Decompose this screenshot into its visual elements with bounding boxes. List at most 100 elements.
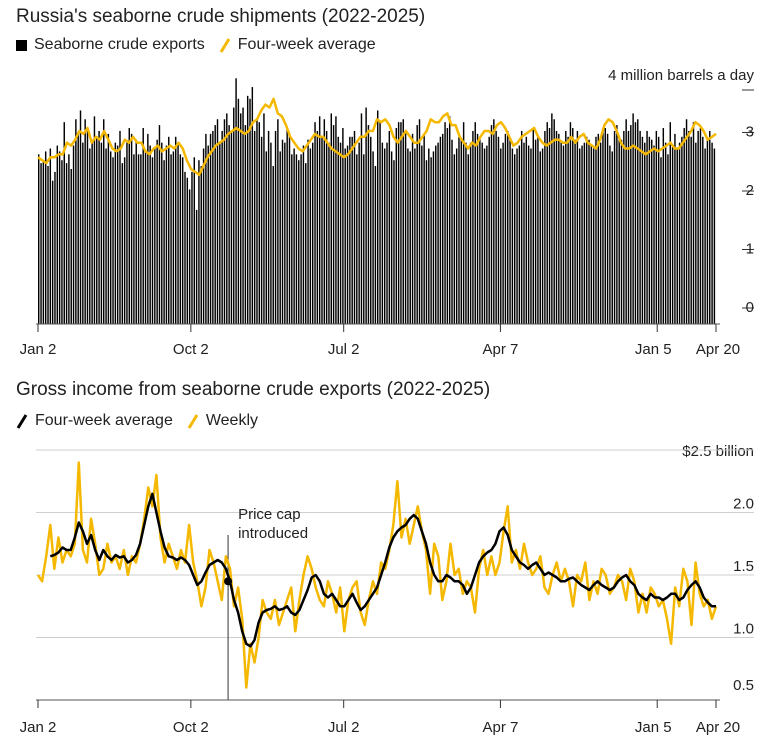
chart1-bar (544, 130, 546, 324)
chart1-bar (525, 136, 528, 324)
chart1-bar (253, 130, 256, 324)
chart1-bar (177, 142, 179, 324)
chart1-y-tick-label: 1 (746, 241, 754, 258)
chart1-bar (495, 130, 497, 324)
chart1-bar (311, 142, 314, 324)
chart1-bar (158, 125, 161, 324)
chart1-bar (632, 113, 634, 325)
chart1-bar (77, 133, 79, 325)
chart1-bar (295, 154, 298, 324)
chart1-bar (246, 95, 249, 324)
chart1-bar (309, 148, 312, 324)
chart1-bar (272, 166, 274, 324)
chart1-bar (641, 136, 644, 324)
chart1-bar (263, 113, 265, 325)
chart1-bar (657, 136, 660, 324)
chart1-bar (467, 154, 469, 324)
chart1-x-tick-label: Oct 2 (173, 341, 209, 358)
chart1-bar (116, 145, 119, 324)
chart1-bar (265, 151, 267, 324)
chart1-bar (574, 139, 576, 324)
chart1-bar (513, 154, 516, 324)
chart1-bar (671, 145, 674, 324)
chart1-bar (411, 133, 414, 325)
chart1-bar (47, 166, 49, 324)
chart1-bar (144, 151, 147, 324)
chart1-bar (44, 151, 47, 324)
chart1-bar (690, 136, 692, 324)
price-cap-label-line2: introduced (238, 525, 308, 542)
chart1-bar (219, 142, 221, 324)
chart1-bar (328, 142, 330, 324)
chart1-bar (65, 163, 68, 325)
chart1-bar (323, 119, 326, 324)
chart1-bar (49, 148, 52, 324)
chart1-bar (460, 139, 463, 324)
chart1-bar (500, 148, 502, 324)
chart1-bar (381, 142, 384, 324)
chart1-bar (140, 154, 142, 324)
chart1-bar (363, 154, 365, 324)
chart1-bar (305, 163, 307, 325)
chart2-y-tick-label: 1.0 (733, 621, 754, 638)
chart1-bar (704, 148, 706, 324)
chart1-bar (644, 142, 646, 324)
chart1-bar (98, 130, 100, 324)
chart1-bar (68, 154, 70, 324)
chart1-bar (186, 177, 189, 324)
chart1-bar (260, 136, 263, 324)
chart1-bar (75, 119, 77, 324)
chart1-bar (604, 128, 606, 324)
chart1-bar (439, 136, 442, 324)
chart1-bar (235, 78, 237, 324)
chart1-bar (425, 160, 428, 324)
chart1-bar (344, 148, 346, 324)
chart1-bar (421, 145, 423, 324)
chart1-bar (79, 110, 82, 324)
chart1-bar (216, 119, 219, 324)
chart1-bar (126, 142, 128, 324)
chart1-bar (534, 139, 537, 324)
chart1-bar (646, 130, 648, 324)
chart1-bar (226, 113, 228, 325)
chart1-bar (527, 145, 530, 324)
chart1-bar (339, 142, 342, 324)
legend-swatch-income-weekly (187, 414, 199, 429)
chart1-bar (244, 125, 247, 324)
chart1-bar (358, 142, 360, 324)
chart1-bar (360, 113, 363, 325)
chart1-bar (674, 133, 676, 325)
chart1-y-tick-label: 3 (746, 124, 754, 141)
chart1-bar (507, 130, 509, 324)
chart1-bar (367, 125, 370, 324)
chart1-bar (667, 154, 669, 324)
chart1-bar (221, 130, 223, 324)
chart1-bar (165, 145, 168, 324)
chart2-x-axis: Jan 2 Oct 2 Jul 2 Apr 7 Jan 5 Apr 20 (20, 700, 740, 736)
chart1-bar (249, 98, 251, 324)
chart1-bar (379, 122, 381, 324)
chart2-x-tick-label: Jul 2 (328, 719, 360, 736)
chart1-bar (404, 130, 407, 324)
chart1-bar (181, 157, 184, 324)
chart1-bar (284, 142, 286, 324)
chart1-bar (613, 130, 616, 324)
chart1-bar (293, 148, 295, 324)
chart1-bar (279, 151, 281, 324)
chart1-bar (637, 119, 639, 324)
chart1-bar (332, 125, 335, 324)
chart1-bar (209, 133, 212, 325)
chart1-bar (702, 136, 704, 324)
chart1-bar (84, 119, 86, 324)
chart1-bar (699, 128, 702, 324)
chart1-bar (490, 125, 493, 324)
price-cap-marker-dot (224, 577, 233, 586)
chart1-bar (86, 130, 89, 324)
chart1-bar (553, 119, 555, 324)
chart1-bar (606, 133, 609, 325)
chart1-bar (388, 130, 391, 324)
chart1-bar (653, 145, 655, 324)
chart1-bar (676, 148, 678, 324)
chart1-bar (627, 130, 630, 324)
